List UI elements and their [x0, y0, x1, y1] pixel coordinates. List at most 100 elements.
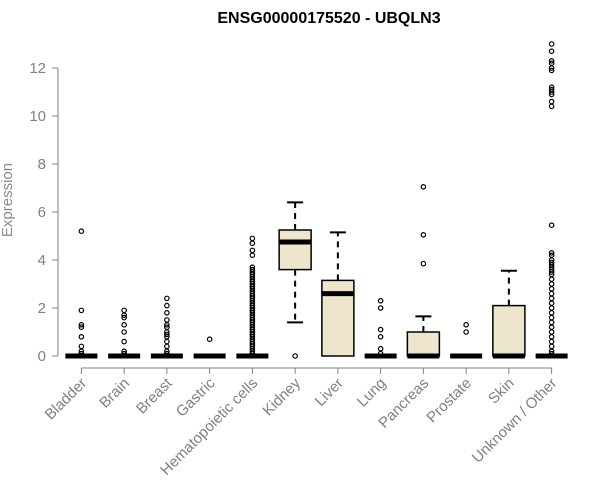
chart-title: ENSG00000175520 - UBQLN3: [217, 10, 440, 27]
outlier-point: [377, 305, 384, 311]
x-tick-label: Liver: [312, 375, 347, 410]
box-group: [193, 336, 226, 359]
outlier-point: [548, 103, 555, 110]
outlier-point: [121, 312, 127, 319]
outlier-point: [548, 350, 555, 357]
box-group: [535, 41, 568, 359]
x-tick-label: Lung: [354, 375, 390, 411]
outlier-point: [164, 338, 170, 345]
outlier-point: [548, 48, 555, 55]
outlier-point: [548, 348, 555, 355]
box-group: [150, 295, 183, 359]
outlier-point: [164, 331, 170, 338]
outlier-point: [164, 343, 170, 350]
outlier-point: [164, 302, 170, 309]
outlier-point: [249, 247, 256, 254]
outlier-point: [548, 338, 555, 345]
outlier-point: [377, 350, 384, 357]
outlier-point: [548, 305, 555, 311]
y-tick-label: 0: [38, 348, 46, 365]
x-tick-label: Kidney: [259, 374, 304, 419]
box-group: [364, 297, 397, 359]
y-tick-label: 12: [29, 60, 46, 77]
box-group: [321, 231, 355, 357]
outlier-point: [121, 314, 127, 321]
outlier-point: [206, 336, 213, 343]
y-tick-label: 10: [29, 108, 46, 125]
outlier-point: [548, 57, 555, 64]
outlier-point: [548, 276, 555, 283]
outlier-point: [548, 67, 555, 74]
outlier-point: [121, 350, 127, 357]
outlier-point: [78, 350, 85, 357]
outlier-point: [548, 319, 555, 326]
x-tick-label: Prostate: [423, 375, 475, 427]
outlier-point: [249, 240, 256, 247]
outlier-point: [548, 91, 555, 98]
outlier-point: [164, 295, 170, 302]
outlier-point: [78, 343, 85, 350]
box-group: [492, 269, 526, 359]
y-tick-label: 4: [38, 252, 46, 269]
outlier-point: [164, 321, 170, 328]
outlier-point: [78, 333, 85, 340]
outlier-point: [121, 307, 127, 314]
outlier-point: [249, 350, 256, 357]
outlier-point: [548, 250, 555, 256]
box-group: [108, 307, 141, 359]
outlier-point: [164, 348, 170, 355]
outlier-point: [78, 324, 85, 331]
box-group: [450, 321, 483, 359]
outlier-point: [249, 252, 256, 259]
outlier-point: [78, 348, 85, 355]
x-tick-label: Skin: [485, 375, 518, 408]
outlier-point: [121, 348, 127, 355]
outlier-point: [548, 269, 555, 275]
outlier-point: [548, 295, 555, 302]
outlier-point: [548, 222, 555, 229]
outlier-point: [377, 326, 384, 333]
outlier-point: [377, 333, 384, 340]
outlier-point: [548, 89, 555, 95]
outlier-point: [548, 333, 555, 340]
outlier-point: [463, 321, 469, 328]
outlier-point: [164, 350, 170, 357]
y-axis: 0 2 4 6 8 10 12: [29, 60, 59, 365]
outlier-point: [548, 324, 555, 331]
outlier-point: [121, 329, 127, 335]
outlier-point: [548, 329, 555, 335]
boxes-layer: [65, 41, 568, 359]
outlier-point: [548, 65, 555, 71]
box-group: [406, 184, 441, 359]
y-tick-label: 8: [38, 156, 46, 173]
outlier-point: [548, 98, 555, 105]
outlier-point: [377, 297, 384, 304]
outlier-point: [548, 300, 555, 307]
outlier-point: [548, 41, 555, 47]
outlier-point: [548, 343, 555, 350]
outlier-point: [548, 290, 555, 297]
outlier-point: [548, 314, 555, 321]
y-tick-label: 6: [38, 204, 46, 221]
box-group: [65, 228, 98, 359]
outlier-point: [420, 184, 427, 190]
box-group: [236, 235, 269, 359]
box-iqr: [278, 229, 312, 271]
outlier-point: [78, 228, 85, 235]
outlier-point: [249, 348, 256, 355]
outlier-point: [420, 232, 427, 238]
y-tick-label: 2: [38, 300, 46, 317]
outlier-point: [377, 345, 384, 352]
outlier-point: [78, 307, 85, 314]
x-tick-label: Breast: [133, 374, 176, 417]
outlier-point: [249, 235, 256, 242]
outlier-point: [121, 338, 127, 345]
box-iqr: [406, 331, 441, 357]
box-group: [278, 201, 312, 359]
outlier-point: [548, 281, 555, 287]
box-iqr: [492, 304, 526, 357]
outlier-point: [463, 329, 469, 335]
